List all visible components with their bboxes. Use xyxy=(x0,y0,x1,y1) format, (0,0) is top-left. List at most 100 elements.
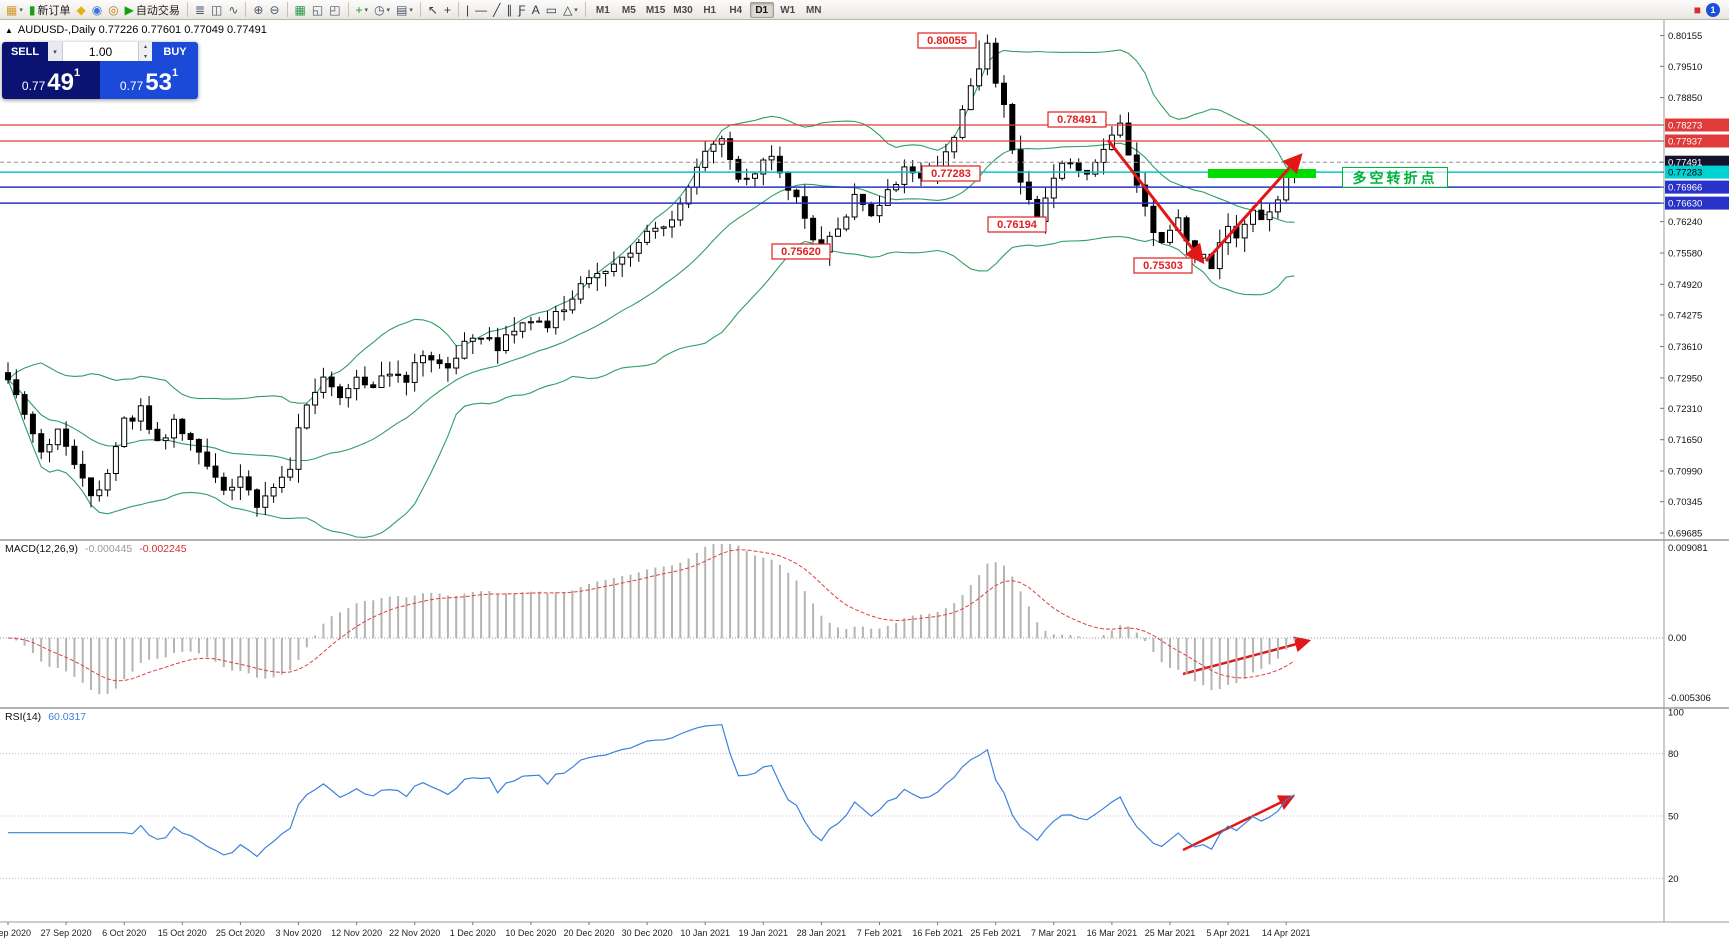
mql5-market-button[interactable]: ◆ xyxy=(73,1,88,19)
cascade-windows-icon: ◱ xyxy=(311,2,324,17)
virtual-hosting-button[interactable]: ◉ xyxy=(89,1,105,19)
timeframe-button-m15[interactable]: M15 xyxy=(645,4,666,16)
support-zone-rectangle[interactable] xyxy=(1208,169,1316,178)
candles-series xyxy=(5,34,1298,517)
toolbar-divider xyxy=(458,2,459,17)
timeframe-button-m5[interactable]: M5 xyxy=(621,4,636,16)
svg-text:27 Sep 2020: 27 Sep 2020 xyxy=(41,928,92,938)
price-axis[interactable]: 0.80155 0.79510 0.78850 0.78273 0.77937 0.774… xyxy=(1660,20,1729,922)
indicators-button[interactable]: + ▾ xyxy=(353,1,372,19)
crosshair-button[interactable]: + xyxy=(441,1,454,19)
arrange-windows-button[interactable]: ◰ xyxy=(326,1,343,19)
new-chart-icon: ▦ xyxy=(6,2,18,17)
svg-text:6 Oct 2020: 6 Oct 2020 xyxy=(102,928,146,938)
volume-input[interactable] xyxy=(63,42,138,61)
news-icon: ◎ xyxy=(108,2,119,17)
buy-price-big: 53 xyxy=(145,69,172,97)
price-callout-annotations[interactable]: 0.80055 0.78491 0.77283 0.76194 0.75620 0.753… xyxy=(771,32,1193,274)
tile-windows-button[interactable]: ▦ xyxy=(292,1,309,19)
label-button[interactable]: ▭ xyxy=(543,1,560,19)
svg-text:0.75620: 0.75620 xyxy=(781,246,821,258)
macd-indicator-label: MACD(12,26,9) -0.000445 -0.002245 xyxy=(5,543,187,555)
zoom-out-icon: ⊖ xyxy=(269,2,280,17)
horizontal-line-button[interactable]: — xyxy=(472,1,490,19)
zoom-in-button[interactable]: ⊕ xyxy=(250,1,266,19)
sell-price-sup: 1 xyxy=(73,67,81,79)
svg-text:0.80155: 0.80155 xyxy=(1668,31,1702,42)
svg-text:0.75303: 0.75303 xyxy=(1143,260,1183,272)
new-order-button[interactable]: ▮ 新订单 xyxy=(26,1,74,19)
svg-text:28 Jan 2021: 28 Jan 2021 xyxy=(797,928,847,938)
zoom-out-button[interactable]: ⊖ xyxy=(266,1,282,19)
channel-button[interactable]: ∥ xyxy=(503,1,515,19)
macd-histogram xyxy=(15,544,1296,695)
timeframe-button-m1[interactable]: M1 xyxy=(595,4,610,16)
macd-axis[interactable]: 0.009081 0.00 -0.005306 xyxy=(1668,543,1711,704)
collapse-one-click-icon[interactable]: ▲ xyxy=(5,25,13,35)
shapes-button[interactable]: △ ▾ xyxy=(560,1,581,19)
text-button[interactable]: A xyxy=(529,1,543,19)
svg-text:5 Apr 2021: 5 Apr 2021 xyxy=(1206,928,1250,938)
templates-button[interactable]: ▤ ▾ xyxy=(393,1,416,19)
timeframe-button-w1[interactable]: W1 xyxy=(780,4,796,16)
autotrading-icon: ▶ xyxy=(124,2,134,17)
community-alert-button[interactable]: ■ xyxy=(1691,1,1704,19)
line-chart-mode-button[interactable]: ∿ xyxy=(225,1,241,19)
trend-arrow[interactable] xyxy=(1106,139,1205,265)
svg-text:12 Nov 2020: 12 Nov 2020 xyxy=(331,928,382,938)
volume-down-button[interactable]: ▾ xyxy=(143,53,147,60)
toolbar-divider xyxy=(347,2,349,17)
candlestick-mode-button[interactable]: ◫ xyxy=(208,1,225,19)
timeframe-button-m30[interactable]: M30 xyxy=(673,4,693,16)
fibonacci-button[interactable]: Ƒ xyxy=(515,1,528,19)
svg-text:0.74275: 0.74275 xyxy=(1668,311,1702,322)
sell-button[interactable]: SELL xyxy=(2,42,48,61)
svg-text:1 Dec 2020: 1 Dec 2020 xyxy=(450,928,496,938)
svg-text:25 Mar 2021: 25 Mar 2021 xyxy=(1145,928,1196,938)
new-chart-button[interactable]: ▦ ▾ xyxy=(3,1,26,19)
vertical-line-button[interactable]: | xyxy=(463,1,472,19)
trend-arrow[interactable] xyxy=(1204,153,1303,263)
autotrading-button-label: 自动交易 xyxy=(135,4,180,17)
trendline-button[interactable]: ╱ xyxy=(490,1,503,19)
buy-button[interactable]: BUY xyxy=(152,42,198,61)
svg-text:10 Dec 2020: 10 Dec 2020 xyxy=(505,928,556,938)
volume-dropdown[interactable]: ▾ xyxy=(48,42,63,61)
svg-text:0.71650: 0.71650 xyxy=(1668,435,1702,446)
one-click-trading-panel: SELL ▾ ▴ ▾ BUY 0.77 49 1 0.77 53 1 xyxy=(2,42,198,99)
volume-up-button[interactable]: ▴ xyxy=(143,44,147,51)
toolbar-divider xyxy=(286,2,288,17)
svg-text:10 Jan 2021: 10 Jan 2021 xyxy=(680,928,730,938)
svg-text:15 Oct 2020: 15 Oct 2020 xyxy=(158,928,207,938)
date-axis[interactable]: 7 Sep 2020 27 Sep 2020 6 Oct 2020 15 Oct 20… xyxy=(0,922,1310,938)
periods-button[interactable]: ◷ ▾ xyxy=(371,1,393,19)
macd-main-value: -0.000445 xyxy=(84,543,133,555)
svg-text:0.78273: 0.78273 xyxy=(1668,121,1702,132)
line-chart-mode-icon: ∿ xyxy=(228,2,239,17)
svg-text:0.77283: 0.77283 xyxy=(1668,168,1702,179)
toolbar-divider xyxy=(186,2,188,17)
buy-price-display[interactable]: 0.77 53 1 xyxy=(100,61,198,99)
macd-signal-value: -0.002245 xyxy=(139,543,187,555)
svg-text:0.70345: 0.70345 xyxy=(1668,497,1702,508)
horizontal-price-lines[interactable] xyxy=(0,124,1664,204)
timeframe-button-h1[interactable]: H1 xyxy=(703,4,717,16)
cascade-windows-button[interactable]: ◱ xyxy=(309,1,326,19)
cursor-button[interactable]: ↖ xyxy=(425,1,441,19)
bar-chart-mode-button[interactable]: ≣ xyxy=(192,1,208,19)
news-button[interactable]: ◎ xyxy=(105,1,121,19)
trend-arrow[interactable] xyxy=(1182,795,1295,852)
autotrading-button[interactable]: ▶ 自动交易 xyxy=(122,1,183,19)
svg-text:20: 20 xyxy=(1668,874,1679,885)
new-order-icon: ▮ xyxy=(28,2,36,17)
timeframe-button-d1[interactable]: D1 xyxy=(749,1,774,18)
timeframe-button-h4[interactable]: H4 xyxy=(729,4,743,16)
timeframe-button-mn[interactable]: MN xyxy=(805,4,822,16)
pivot-annotation-label[interactable]: 多空转折点 xyxy=(1342,167,1448,188)
svg-text:0.72950: 0.72950 xyxy=(1668,373,1702,384)
notification-badge[interactable]: 1 xyxy=(1706,2,1720,17)
sell-price-display[interactable]: 0.77 49 1 xyxy=(2,61,100,99)
svg-text:-0.005306: -0.005306 xyxy=(1668,693,1711,704)
